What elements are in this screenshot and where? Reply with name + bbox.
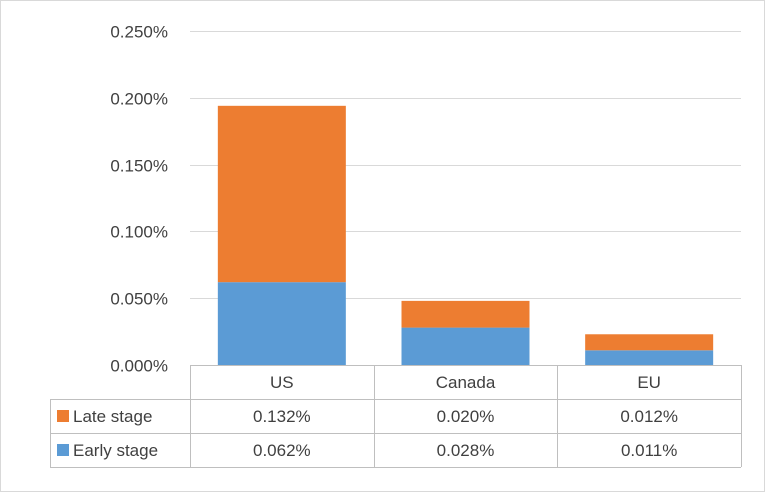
bar-late-stage-us (217, 105, 346, 283)
data-table: US Canada EU Late stage 0.132% 0.020% 0.012% Ea… (50, 365, 742, 468)
y-tick-label: 0.200% (110, 90, 168, 109)
bar-late-stage-canada (401, 300, 530, 328)
data-label-early-stage-eu: 0.011% (621, 441, 677, 460)
data-label-early-stage-us: 0.062% (253, 441, 311, 460)
y-tick-label: 0.150% (110, 157, 168, 176)
bar-early-stage-eu (585, 350, 714, 365)
y-tick-label: 0.000% (110, 357, 168, 376)
data-label-early-stage-canada: 0.028% (437, 441, 495, 460)
legend-label-early-stage: Early stage (73, 441, 158, 460)
bars (217, 105, 714, 365)
legend-label-late-stage: Late stage (73, 407, 152, 426)
bar-late-stage-eu (585, 334, 714, 351)
bar-early-stage-canada (401, 327, 530, 365)
y-tick-label: 0.050% (110, 290, 168, 309)
bar-early-stage-us (217, 282, 346, 365)
data-label-late-stage-canada: 0.020% (437, 407, 495, 426)
x-tick-label-us: US (270, 373, 294, 392)
y-tick-label: 0.100% (110, 223, 168, 242)
y-axis-tick-labels: 0.000% 0.050% 0.100% 0.150% 0.200% 0.250% (110, 23, 168, 376)
data-label-late-stage-eu: 0.012% (620, 407, 678, 426)
x-tick-label-canada: Canada (436, 373, 496, 392)
data-label-late-stage-us: 0.132% (253, 407, 311, 426)
legend-key-late-stage (57, 410, 69, 422)
y-tick-label: 0.250% (110, 23, 168, 42)
x-tick-label-eu: EU (637, 373, 661, 392)
legend-key-early-stage (57, 444, 69, 456)
